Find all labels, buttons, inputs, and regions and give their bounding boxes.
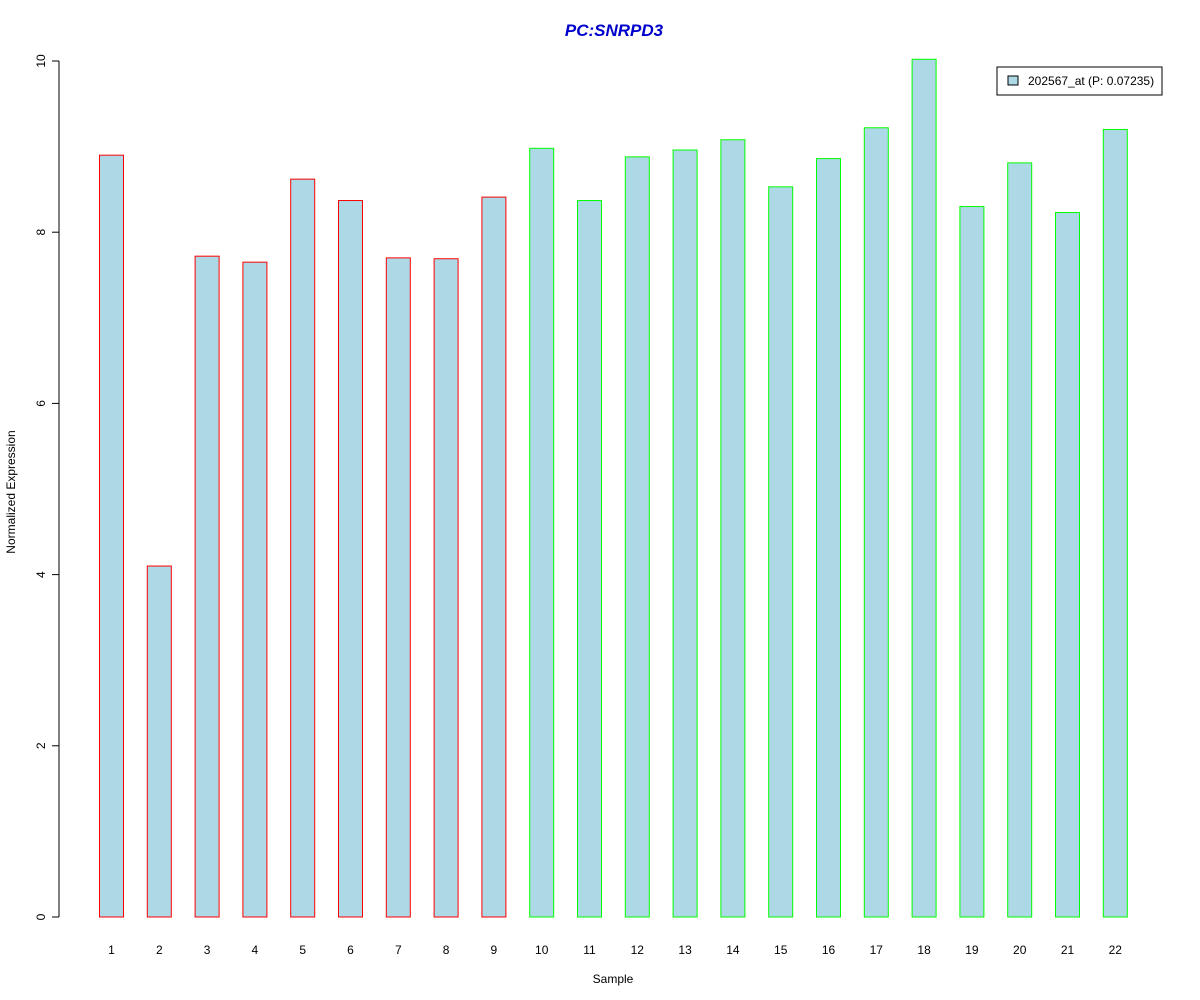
x-tick-label: 22 <box>1109 943 1123 957</box>
x-tick-label: 6 <box>347 943 354 957</box>
x-tick-label: 5 <box>299 943 306 957</box>
y-tick-label: 6 <box>34 400 48 407</box>
x-tick-label: 1 <box>108 943 115 957</box>
bar <box>433 258 459 918</box>
x-tick-labels: 1 2 3 4 5 6 7 8 9 10 11 12 13 14 15 16 17 18 19 20 21 22 <box>108 943 1122 957</box>
bar <box>863 127 889 918</box>
bar <box>99 154 124 918</box>
y-axis: 0 2 4 6 8 10 <box>34 54 60 920</box>
bar <box>338 200 363 918</box>
bar <box>577 200 602 918</box>
x-tick-label: 10 <box>535 943 549 957</box>
x-tick-label: 7 <box>395 943 402 957</box>
legend: 202567_at (P: 0.07235) <box>996 66 1163 96</box>
bar <box>481 196 507 918</box>
x-tick-label: 17 <box>870 943 884 957</box>
y-tick-label: 0 <box>34 913 48 920</box>
x-tick-label: 20 <box>1013 943 1027 957</box>
x-tick-label: 8 <box>443 943 450 957</box>
legend-box <box>996 66 1163 96</box>
bar <box>290 178 316 918</box>
x-tick-label: 4 <box>252 943 259 957</box>
legend-label: 202567_at (P: 0.07235) <box>1028 74 1154 88</box>
y-tick-label: 8 <box>34 229 48 236</box>
x-tick-label: 21 <box>1061 943 1075 957</box>
bar <box>146 565 172 918</box>
y-axis-label: Normalized Expression <box>4 430 18 553</box>
chart-title: PC:SNRPD3 <box>565 21 664 40</box>
bar <box>529 147 555 918</box>
x-tick-label: 14 <box>726 943 740 957</box>
legend-swatch <box>1007 75 1019 86</box>
y-tick-label: 2 <box>34 742 48 749</box>
x-tick-label: 11 <box>583 943 596 957</box>
x-tick-label: 19 <box>965 943 979 957</box>
x-tick-label: 9 <box>491 943 498 957</box>
y-tick-label: 4 <box>34 571 48 578</box>
bar <box>672 149 698 918</box>
bar <box>1007 162 1033 918</box>
x-tick-label: 2 <box>156 943 163 957</box>
bar <box>242 261 268 918</box>
bar <box>385 257 411 918</box>
x-tick-label: 16 <box>822 943 836 957</box>
bar <box>1102 128 1128 918</box>
bars <box>99 58 1128 918</box>
bar <box>720 139 746 918</box>
x-tick-label: 18 <box>917 943 931 957</box>
bar <box>1055 212 1080 918</box>
x-axis-label: Sample <box>593 972 634 986</box>
x-tick-label: 13 <box>678 943 692 957</box>
bar <box>816 158 841 918</box>
bar <box>194 255 220 918</box>
bar <box>768 186 794 918</box>
y-tick-label: 10 <box>34 54 48 68</box>
bar <box>959 206 985 918</box>
x-tick-label: 12 <box>631 943 645 957</box>
x-tick-label: 15 <box>774 943 788 957</box>
bar <box>911 58 937 918</box>
x-tick-label: 3 <box>204 943 211 957</box>
bar <box>624 156 650 918</box>
